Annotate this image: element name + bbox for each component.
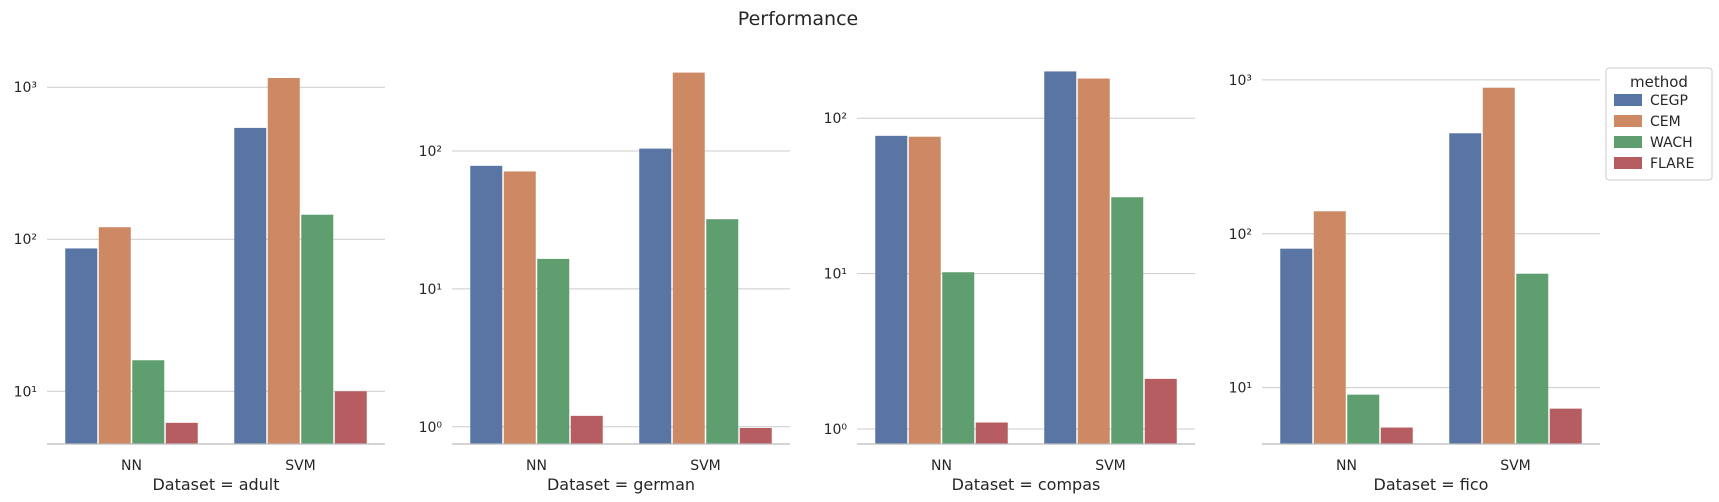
bar-cem-nn [503, 171, 536, 444]
bar-cem-nn [1313, 211, 1346, 444]
legend-swatch-cem [1614, 115, 1642, 127]
bar-wach-svm [1516, 273, 1549, 444]
x-axis-label: Dataset = adult [152, 475, 279, 494]
bar-cegp-svm [1449, 133, 1482, 445]
bar-flare-nn [165, 422, 198, 444]
y-tick-label: 10⁰ [419, 420, 443, 436]
bar-cegp-nn [470, 165, 503, 444]
bar-cegp-nn [875, 135, 908, 444]
legend-swatch-flare [1614, 157, 1642, 169]
legend-label-wach: WACH [1650, 135, 1693, 151]
y-tick-label: 10² [419, 144, 442, 160]
bar-wach-svm [1111, 197, 1144, 444]
legend-label-flare: FLARE [1650, 156, 1694, 172]
bar-flare-nn [1380, 427, 1413, 444]
y-tick-label: 10¹ [419, 282, 442, 298]
x-tick-label: NN [121, 458, 142, 474]
x-tick-label: SVM [285, 458, 316, 474]
bar-flare-svm [1549, 408, 1582, 444]
x-axis-label: Dataset = compas [952, 475, 1101, 494]
x-tick-label: SVM [690, 458, 721, 474]
legend: method CEGP CEM WACH FLARE [1605, 67, 1713, 181]
chart-panels: 10¹ 10² 10³ NN SVM Dataset = adult 10⁰ 10¹ 10² NN… [14, 71, 1600, 494]
legend-title: method [1630, 73, 1688, 91]
bar-cem-svm [1077, 78, 1110, 444]
legend-items: CEGP CEM WACH FLARE [1614, 93, 1694, 172]
bar-cegp-nn [65, 248, 98, 444]
x-tick-label: NN [931, 458, 952, 474]
y-tick-label: 10¹ [14, 384, 37, 400]
bar-cem-svm [1482, 87, 1515, 444]
legend-label-cem: CEM [1650, 114, 1681, 130]
bar-cem-svm [672, 72, 705, 445]
x-tick-label: NN [1336, 458, 1357, 474]
bar-wach-nn [942, 272, 975, 444]
y-tick-label: 10³ [14, 80, 37, 96]
panel-4: 10¹ 10² 10³ NN SVM Dataset = fico [1229, 73, 1600, 494]
panel-1: 10¹ 10² 10³ NN SVM Dataset = adult [14, 77, 385, 494]
bar-flare-svm [739, 427, 772, 444]
bar-cem-svm [267, 77, 300, 444]
y-tick-label: 10² [1229, 227, 1252, 243]
x-tick-label: NN [526, 458, 547, 474]
x-axis-label: Dataset = german [547, 475, 695, 494]
bar-wach-nn [1347, 394, 1380, 444]
bar-cegp-svm [1044, 71, 1077, 444]
bar-flare-svm [334, 391, 367, 444]
y-tick-label: 10⁰ [824, 422, 848, 438]
y-tick-label: 10³ [1229, 73, 1252, 89]
bar-flare-svm [1144, 378, 1177, 444]
y-tick-label: 10¹ [824, 267, 847, 283]
bar-wach-svm [706, 219, 739, 444]
legend-swatch-cegp [1614, 94, 1642, 106]
y-tick-label: 10¹ [1229, 381, 1252, 397]
bar-cegp-svm [639, 148, 672, 444]
bar-flare-nn [975, 422, 1008, 444]
y-tick-label: 10² [824, 111, 847, 127]
x-axis-label: Dataset = fico [1374, 475, 1489, 494]
bar-wach-nn [537, 258, 570, 444]
legend-label-cegp: CEGP [1650, 93, 1688, 109]
bar-cem-nn [908, 136, 941, 444]
bar-cegp-svm [234, 127, 267, 444]
bar-flare-nn [570, 415, 603, 444]
x-tick-label: SVM [1500, 458, 1531, 474]
figure-title: Performance [738, 8, 858, 30]
bar-wach-svm [301, 214, 334, 444]
legend-swatch-wach [1614, 136, 1642, 148]
y-tick-label: 10² [14, 232, 37, 248]
bar-cem-nn [98, 227, 131, 444]
bar-wach-nn [132, 360, 165, 444]
bar-cegp-nn [1280, 248, 1313, 444]
x-tick-label: SVM [1095, 458, 1126, 474]
